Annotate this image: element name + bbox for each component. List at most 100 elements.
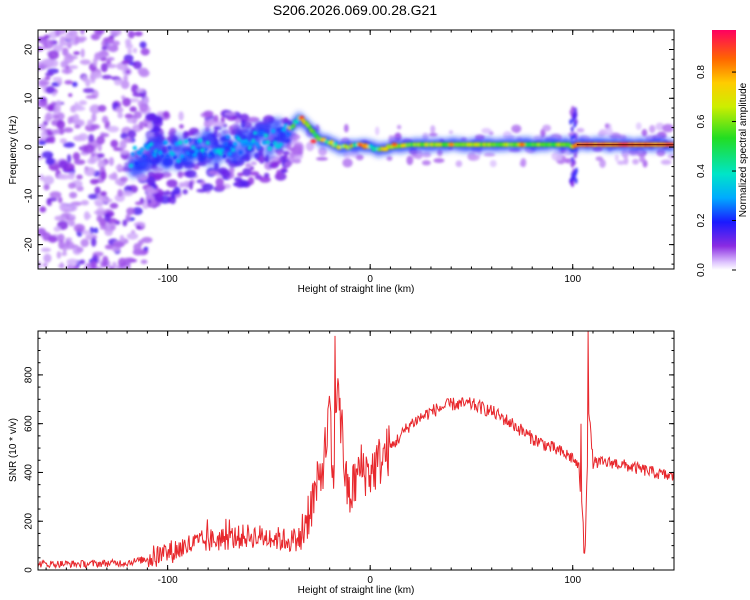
noise-blob: [44, 113, 51, 123]
noise-blob: [110, 139, 119, 148]
noise-blob: [56, 119, 66, 130]
noise-blob: [178, 111, 184, 121]
ridge-core-blob: [158, 150, 163, 155]
noise-blob: [573, 112, 577, 119]
noise-blob: [57, 196, 63, 204]
noise-blob: [97, 142, 102, 152]
noise-blob: [259, 154, 265, 162]
ridge-core-blob: [291, 123, 296, 129]
spectrogram-y-tick-label-1: -10: [24, 188, 35, 203]
noise-blob: [574, 177, 578, 184]
ridge-core-blob: [329, 139, 334, 145]
noise-blob: [124, 113, 134, 119]
snr-panel: -100 0 100 0 200 400 600 800 Height of straigh…: [8, 330, 675, 596]
noise-blob: [75, 35, 80, 45]
noise-blob: [660, 159, 672, 165]
ridge-core-blob: [263, 133, 269, 138]
noise-blob: [119, 139, 127, 150]
noise-blob: [61, 251, 68, 256]
ridge-core-blob: [267, 146, 272, 151]
noise-blob: [131, 84, 139, 94]
noise-blob: [282, 150, 290, 156]
ridge-core-blob: [216, 147, 221, 153]
noise-blob: [78, 100, 87, 106]
noise-blob: [55, 30, 61, 37]
ridge-core-blob: [245, 141, 251, 146]
ridge-core-blob: [203, 147, 209, 152]
noise-blob: [316, 157, 328, 161]
noise-blob: [551, 151, 563, 162]
noise-blob: [90, 77, 96, 84]
ridge-core-blob: [256, 145, 261, 150]
ridge-core-blob: [232, 141, 238, 147]
noise-blob: [107, 125, 120, 133]
noise-blob: [72, 113, 80, 123]
ridge-core-blob: [265, 139, 271, 145]
noise-blob: [44, 76, 51, 81]
ridge-core-blob: [139, 147, 145, 152]
ridge-core-blob: [283, 123, 289, 129]
ridge-hotspot-4: [448, 142, 455, 147]
noise-blob: [56, 251, 62, 259]
noise-blob: [38, 60, 42, 67]
noise-blob: [100, 170, 107, 181]
noise-blob: [81, 230, 91, 235]
colorbar-tick-label-0: 0.0: [696, 263, 707, 277]
noise-blob: [49, 191, 62, 199]
noise-blob: [74, 106, 86, 112]
noise-blob: [639, 155, 646, 163]
ridge-core-blob: [152, 153, 158, 158]
noise-blob: [249, 166, 255, 171]
noise-blob: [43, 183, 50, 191]
noise-blob: [93, 210, 105, 215]
noise-blob: [93, 227, 99, 234]
noise-blob: [45, 72, 54, 77]
noise-blob: [65, 203, 78, 212]
noise-blob: [47, 235, 58, 243]
noise-blob: [104, 213, 111, 222]
noise-blob: [57, 233, 65, 243]
colorbar-tick-label-3: 0.6: [696, 114, 707, 128]
noise-blob: [141, 236, 153, 244]
noise-blob: [249, 171, 260, 176]
noise-blob: [455, 160, 463, 168]
noise-blob: [649, 125, 656, 134]
ridge-core-blob: [130, 151, 136, 157]
noise-blob: [292, 158, 302, 164]
noise-blob: [483, 152, 496, 157]
noise-blob: [72, 152, 81, 161]
noise-blob: [342, 158, 353, 168]
noise-blob: [57, 112, 65, 121]
noise-blob: [98, 50, 109, 58]
ridge-core-blob: [138, 151, 143, 156]
noise-blob: [213, 114, 219, 123]
noise-blob: [104, 244, 115, 250]
ridge-core-blob: [218, 151, 223, 156]
ridge-core-blob: [134, 161, 139, 166]
noise-blob: [572, 159, 576, 166]
noise-blob: [250, 161, 257, 166]
noise-blob: [85, 78, 91, 87]
ridge-core-blob: [205, 140, 210, 146]
ridge-hotspot-0: [298, 115, 305, 120]
ridge-core-blob: [278, 142, 283, 147]
noise-blob: [237, 172, 244, 177]
noise-blob: [122, 97, 132, 107]
noise-blob: [119, 234, 125, 242]
noise-blob: [58, 239, 65, 250]
ridge-core-blob: [271, 128, 276, 134]
noise-blob: [623, 156, 629, 165]
noise-blob: [90, 237, 97, 247]
ridge-core-blob: [247, 145, 252, 151]
ridge-core-blob: [223, 142, 229, 147]
noise-blob: [68, 182, 76, 189]
noise-blob: [123, 257, 134, 262]
noise-blob: [83, 144, 95, 154]
noise-blob: [105, 39, 115, 44]
noise-blob: [94, 186, 101, 195]
ridge-core-blob: [174, 141, 179, 147]
noise-blob: [42, 262, 48, 268]
noise-blob: [111, 247, 121, 252]
